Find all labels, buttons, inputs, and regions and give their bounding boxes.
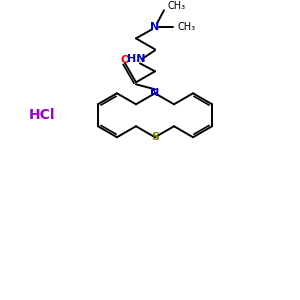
- Text: N: N: [150, 22, 160, 32]
- Text: CH₃: CH₃: [168, 2, 186, 11]
- Text: HN: HN: [127, 54, 145, 64]
- Text: O: O: [120, 55, 130, 65]
- Text: S: S: [151, 132, 159, 142]
- Text: HCl: HCl: [29, 108, 56, 122]
- Text: N: N: [150, 88, 160, 98]
- Text: CH₃: CH₃: [178, 22, 196, 32]
